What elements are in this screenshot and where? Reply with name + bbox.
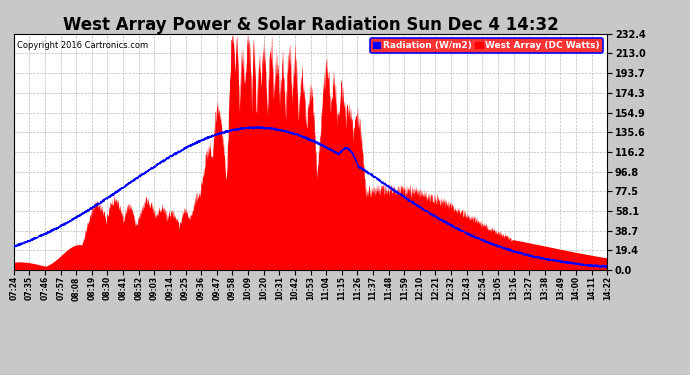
Legend: Radiation (W/m2), West Array (DC Watts): Radiation (W/m2), West Array (DC Watts) bbox=[371, 38, 602, 53]
Title: West Array Power & Solar Radiation Sun Dec 4 14:32: West Array Power & Solar Radiation Sun D… bbox=[63, 16, 558, 34]
Text: Copyright 2016 Cartronics.com: Copyright 2016 Cartronics.com bbox=[17, 41, 148, 50]
